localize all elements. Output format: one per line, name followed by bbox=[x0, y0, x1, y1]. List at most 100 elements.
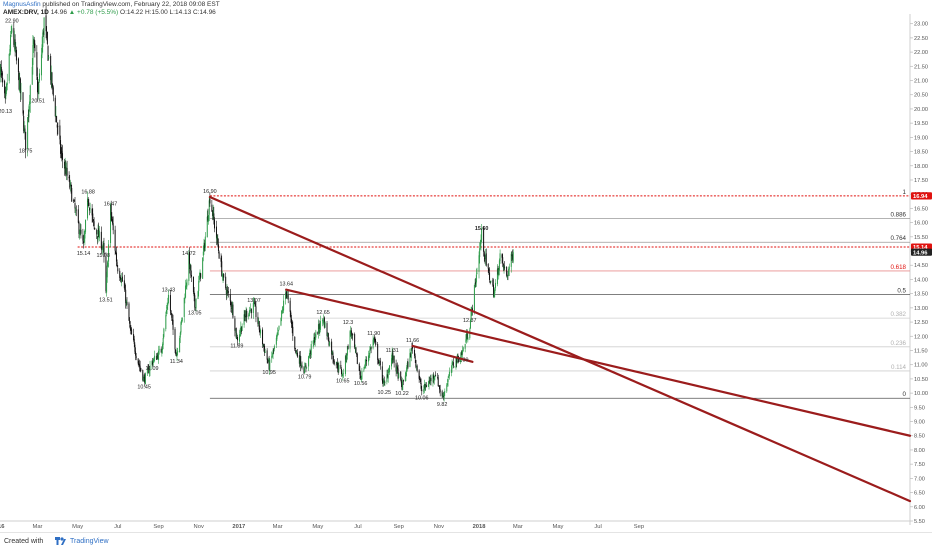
candle-body bbox=[165, 315, 167, 330]
candle-body bbox=[281, 310, 283, 318]
candle-body bbox=[506, 266, 508, 277]
candle-body bbox=[363, 369, 365, 371]
candle-body bbox=[286, 294, 288, 296]
candle-body bbox=[419, 379, 421, 383]
candle-body bbox=[185, 285, 187, 298]
candle-body bbox=[106, 277, 108, 293]
candle-body bbox=[120, 280, 122, 282]
candle-body bbox=[112, 219, 114, 224]
candle-body bbox=[329, 342, 331, 346]
candle-body bbox=[234, 318, 236, 331]
candle-body bbox=[134, 344, 136, 352]
price-tick-label: 19.00 bbox=[914, 135, 928, 141]
price-tick-label: 11.50 bbox=[914, 348, 928, 354]
candle-body bbox=[283, 300, 285, 311]
price-annotation: 11.66 bbox=[406, 338, 419, 344]
fib-level-label: 1 bbox=[903, 189, 907, 196]
candle-body bbox=[87, 198, 89, 219]
candle-body bbox=[171, 313, 173, 318]
candle-body bbox=[147, 367, 149, 369]
candle-body bbox=[9, 49, 11, 54]
candle-body bbox=[278, 325, 280, 330]
candle-body bbox=[416, 365, 418, 371]
fib-level-label: 0 bbox=[903, 391, 907, 398]
candle-body bbox=[121, 276, 123, 282]
price-tick-label: 18.50 bbox=[914, 150, 928, 156]
candle-body bbox=[264, 351, 266, 354]
candle-body bbox=[373, 337, 375, 341]
candle-body bbox=[461, 352, 463, 355]
candle-body bbox=[494, 288, 496, 294]
candle-body bbox=[119, 270, 121, 278]
candle-body bbox=[388, 371, 390, 373]
candle-body bbox=[469, 320, 471, 329]
candle-body bbox=[471, 308, 473, 311]
candle-body bbox=[232, 304, 234, 318]
candle-body bbox=[194, 295, 196, 308]
candle-body bbox=[51, 72, 53, 88]
candle-body bbox=[160, 348, 162, 353]
author-link[interactable]: MagnusAsfin bbox=[3, 1, 41, 8]
candle-body bbox=[458, 358, 460, 362]
candle-body bbox=[369, 347, 371, 350]
candle-body bbox=[10, 34, 12, 52]
candle-body bbox=[462, 347, 464, 352]
tradingview-brand[interactable]: TradingView bbox=[70, 538, 109, 545]
candle-body bbox=[204, 236, 206, 248]
candle-body bbox=[2, 77, 4, 83]
candle-body bbox=[452, 361, 454, 364]
candle-body bbox=[479, 248, 481, 258]
candle-body bbox=[153, 358, 155, 362]
candle-body bbox=[344, 355, 346, 374]
candle-body bbox=[28, 106, 30, 118]
price-annotation: 20.51 bbox=[31, 98, 45, 104]
trendline bbox=[411, 344, 474, 363]
candle-body bbox=[0, 66, 2, 72]
price-annotation: 10.65 bbox=[336, 379, 350, 385]
candle-body bbox=[157, 354, 159, 359]
candle-body bbox=[10, 31, 12, 33]
candle-body bbox=[304, 366, 306, 374]
candle-body bbox=[198, 278, 200, 281]
candle-body bbox=[230, 301, 232, 307]
candle-body bbox=[46, 31, 48, 44]
symbol-line: AMEX:DRV, 1D 14.96 ▲ +0.78 (+5.5%) O:14.… bbox=[3, 9, 220, 17]
candle-body bbox=[423, 384, 425, 390]
candle-body bbox=[354, 334, 356, 348]
price-badge bbox=[911, 192, 932, 200]
candle-body bbox=[395, 363, 397, 372]
candle-body bbox=[79, 233, 81, 236]
candle-body bbox=[48, 56, 50, 59]
candle-body bbox=[4, 92, 6, 99]
candle-body bbox=[249, 310, 251, 313]
time-tick-label: Sep bbox=[634, 524, 644, 530]
price-chart[interactable]: 5.50 6.00 6.50 7.00 7.50 8.00 8.50 9.00 9.50 10.0… bbox=[0, 0, 932, 532]
price-tick-label: 6.50 bbox=[914, 491, 925, 497]
candle-body bbox=[170, 310, 172, 314]
candle-body bbox=[175, 349, 177, 354]
candle-body bbox=[301, 365, 303, 368]
candle-body bbox=[195, 299, 197, 309]
candle-body bbox=[455, 358, 457, 368]
candle-body bbox=[209, 198, 211, 204]
candle-body bbox=[473, 284, 475, 312]
price-tick-label: 9.50 bbox=[914, 405, 925, 411]
candle-body bbox=[101, 247, 103, 248]
candle-body bbox=[409, 353, 411, 367]
candle-body bbox=[253, 302, 255, 304]
price-tick-label: 23.00 bbox=[914, 22, 928, 28]
time-tick-label: 2016 bbox=[0, 524, 5, 530]
candle-body bbox=[15, 49, 17, 51]
candle-body bbox=[296, 352, 298, 354]
candle-body bbox=[337, 367, 339, 371]
candle-body bbox=[73, 200, 75, 202]
candle-body bbox=[105, 256, 107, 292]
candle-body bbox=[260, 329, 262, 334]
candle-body bbox=[398, 372, 400, 378]
candle-body bbox=[273, 348, 275, 350]
candle-body bbox=[208, 215, 210, 222]
candle-body bbox=[480, 240, 482, 245]
candle-body bbox=[244, 314, 246, 317]
candle-body bbox=[502, 257, 504, 264]
candle-body bbox=[389, 365, 391, 372]
